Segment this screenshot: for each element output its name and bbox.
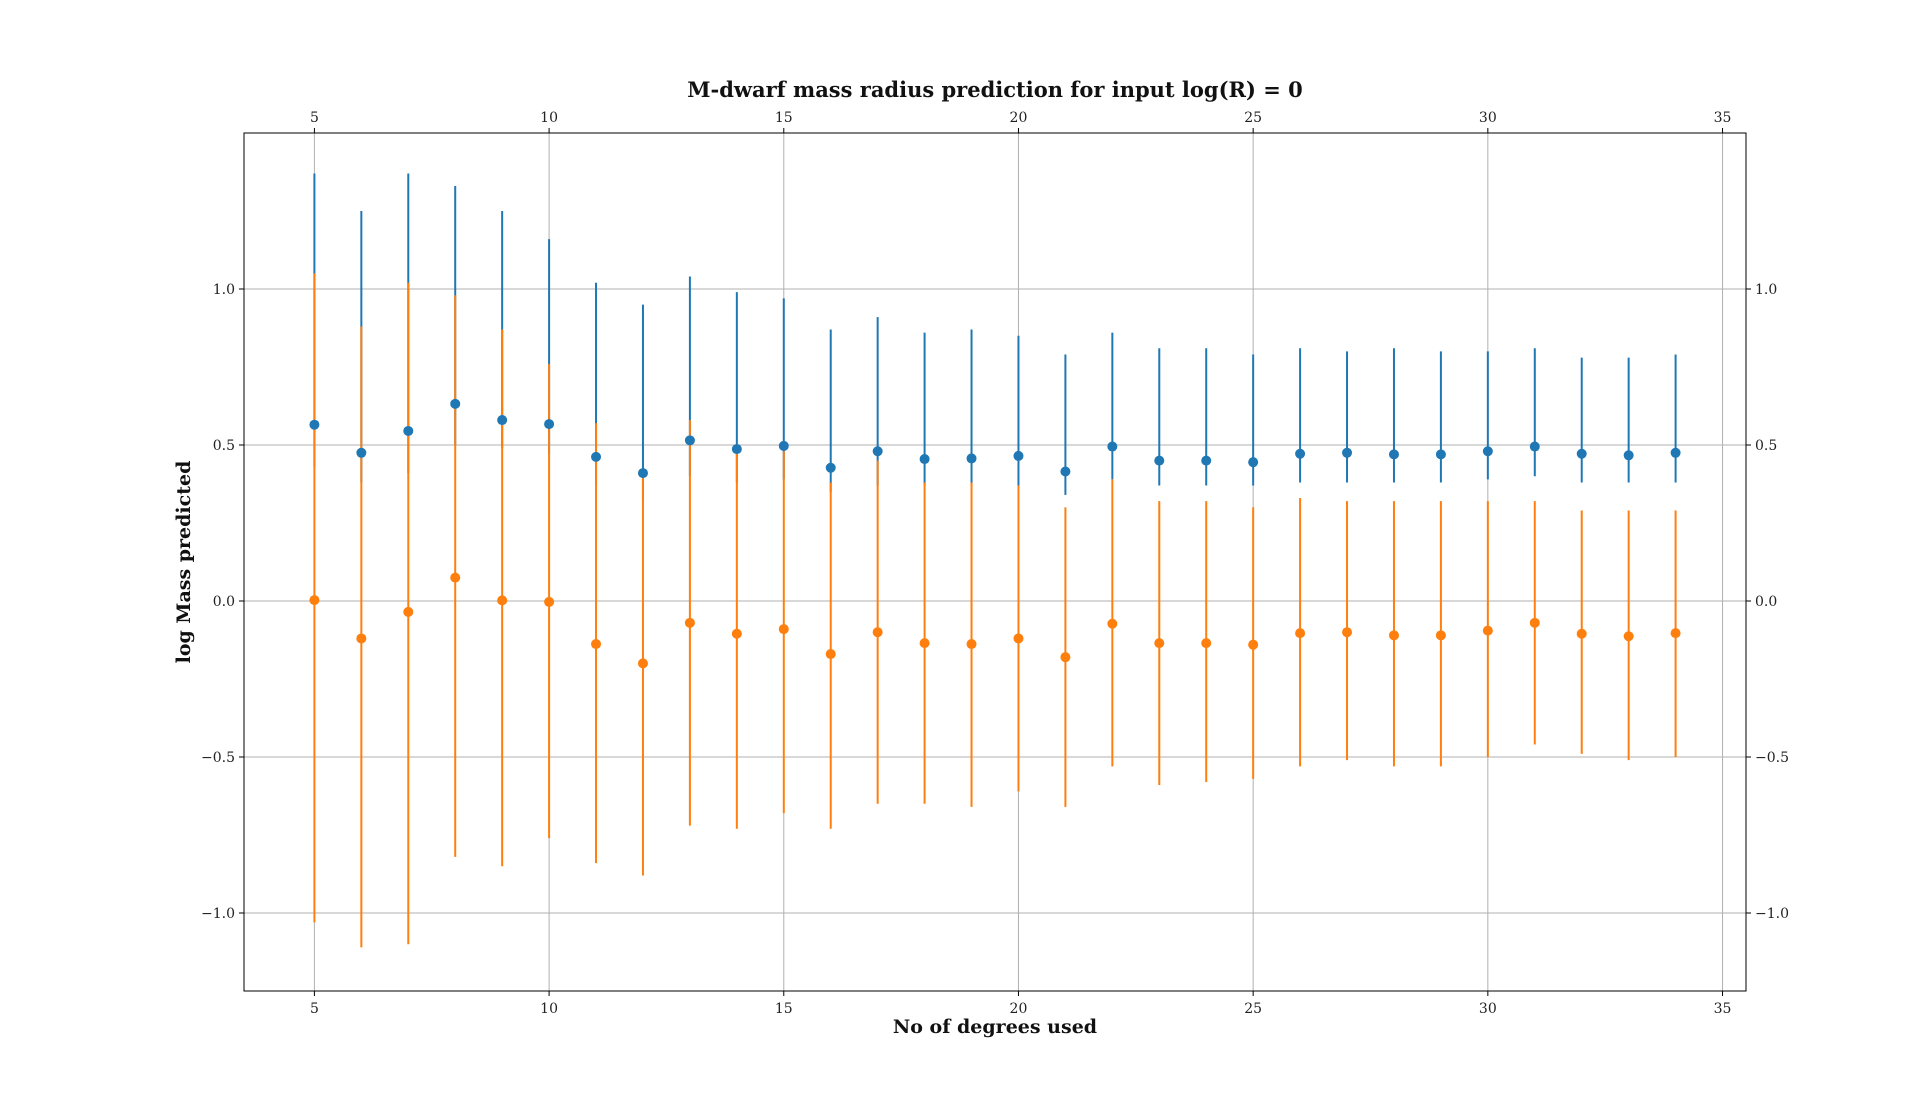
data-point-series-2: [1388, 630, 1399, 641]
chart-title: M-dwarf mass radius prediction for input…: [687, 77, 1303, 102]
data-point-series-1: [544, 419, 555, 430]
data-point-series-2: [1435, 630, 1446, 641]
data-point-series-1: [1295, 448, 1306, 459]
data-point-series-1: [1201, 455, 1212, 466]
data-point-series-1: [1060, 466, 1071, 477]
data-point-series-1: [1154, 455, 1165, 466]
y-tick-label-right: −0.5: [1755, 750, 1789, 766]
data-point-series-2: [731, 628, 742, 639]
data-point-series-2: [356, 633, 367, 644]
data-point-series-1: [1107, 441, 1118, 452]
data-point-series-2: [872, 627, 883, 638]
data-point-series-2: [544, 596, 555, 607]
y-tick-label-left: 0.5: [213, 438, 235, 454]
data-point-series-1: [450, 398, 461, 409]
data-point-series-1: [778, 440, 789, 451]
data-point-series-2: [1623, 631, 1634, 642]
y-tick-label-left: −1.0: [201, 906, 235, 922]
data-point-series-2: [1295, 628, 1306, 639]
data-point-series-2: [1107, 618, 1118, 629]
x-tick-label-bottom: 5: [310, 1001, 319, 1017]
data-point-series-1: [684, 435, 695, 446]
data-point-series-2: [825, 649, 836, 660]
plot-area-frame: [243, 132, 1747, 992]
data-point-series-2: [1013, 633, 1024, 644]
data-point-series-1: [1623, 450, 1634, 461]
x-tick-label-top: 25: [1244, 110, 1262, 126]
x-tick-label-top: 15: [775, 110, 793, 126]
data-point-series-1: [1670, 447, 1681, 458]
data-point-series-2: [1154, 638, 1165, 649]
x-tick-label-bottom: 20: [1010, 1001, 1028, 1017]
data-point-series-1: [825, 462, 836, 473]
data-point-series-2: [1248, 639, 1259, 650]
error-bars: [313, 173, 1677, 948]
axis-ticks: 5 5 10 10 15 15 20 20 25 25 30 30 35 35 −1.0 −1.0 −0.5 −0…: [201, 110, 1789, 1017]
data-point-series-1: [591, 451, 602, 462]
y-tick-label-left: 1.0: [213, 282, 235, 298]
x-tick-label-bottom: 30: [1479, 1001, 1497, 1017]
data-point-series-2: [591, 639, 602, 650]
data-point-series-1: [1248, 457, 1259, 468]
y-axis-title: log Mass predicted: [173, 461, 195, 664]
grid: [244, 133, 1746, 991]
x-tick-label-bottom: 15: [775, 1001, 793, 1017]
data-point-series-2: [450, 572, 461, 583]
data-point-series-1: [637, 468, 648, 479]
data-point-series-2: [919, 638, 930, 649]
data-point-series-1: [872, 446, 883, 457]
data-point-series-2: [309, 595, 320, 606]
data-point-series-1: [403, 425, 414, 436]
x-tick-label-top: 35: [1714, 110, 1732, 126]
x-tick-label-top: 5: [310, 110, 319, 126]
data-point-series-2: [778, 624, 789, 635]
data-point-series-1: [1435, 449, 1446, 460]
x-tick-label-top: 10: [540, 110, 558, 126]
x-axis-title: No of degrees used: [893, 1016, 1097, 1038]
data-point-series-1: [356, 447, 367, 458]
data-point-series-1: [1013, 450, 1024, 461]
data-point-series-1: [966, 453, 977, 464]
data-point-series-1: [1576, 448, 1587, 459]
x-tick-label-top: 30: [1479, 110, 1497, 126]
data-point-series-2: [1529, 617, 1540, 628]
y-tick-label-left: 0.0: [213, 594, 235, 610]
x-tick-label-bottom: 35: [1714, 1001, 1732, 1017]
data-point-series-2: [403, 606, 414, 617]
x-tick-label-bottom: 10: [540, 1001, 558, 1017]
data-point-series-2: [1576, 628, 1587, 639]
data-point-series-2: [1060, 652, 1071, 663]
data-point-series-2: [1342, 627, 1353, 638]
data-point-series-2: [1482, 625, 1493, 636]
data-point-series-1: [497, 415, 508, 426]
data-point-series-1: [1529, 441, 1540, 452]
data-point-series-2: [1201, 638, 1212, 649]
data-point-series-2: [966, 639, 977, 650]
y-tick-label-right: −1.0: [1755, 906, 1789, 922]
data-point-series-1: [309, 419, 320, 430]
data-point-series-2: [637, 658, 648, 669]
data-point-series-1: [1342, 447, 1353, 458]
data-point-series-2: [497, 595, 508, 606]
data-point-series-1: [919, 454, 930, 465]
data-markers: [309, 398, 1681, 669]
y-tick-label-right: 0.0: [1755, 594, 1777, 610]
data-point-series-2: [684, 617, 695, 628]
data-point-series-2: [1670, 628, 1681, 639]
data-point-series-1: [731, 444, 742, 455]
data-point-series-1: [1482, 446, 1493, 457]
y-tick-label-right: 1.0: [1755, 282, 1777, 298]
x-tick-label-bottom: 25: [1244, 1001, 1262, 1017]
y-tick-label-right: 0.5: [1755, 438, 1777, 454]
x-tick-label-top: 20: [1010, 110, 1028, 126]
y-tick-label-left: −0.5: [201, 750, 235, 766]
data-point-series-1: [1388, 449, 1399, 460]
